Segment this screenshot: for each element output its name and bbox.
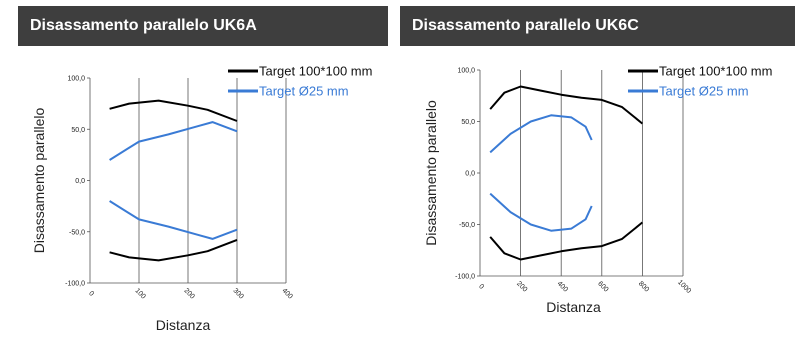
series-line (109, 238, 238, 262)
y-tick-label: -50,0 (69, 229, 85, 236)
legend-label: Target Ø25 mm (659, 84, 749, 99)
x-tick-label: 1000 (676, 279, 692, 295)
series-line (489, 221, 644, 261)
chart-uk6c: 100,0 50,0 0,0 -50,0 -100,00 200 400 600 800 1000… (423, 64, 772, 316)
legend-label: Target 100*100 mm (659, 64, 772, 79)
series-line (109, 200, 238, 240)
series-line (109, 99, 238, 122)
y-tick-label: -100,0 (455, 274, 475, 281)
x-axis-title: Distanza (156, 317, 211, 333)
chart-panel-uk6c: Disassamento parallelo UK6C 100,0 50,0 0,0… (400, 0, 795, 338)
x-tick-label: 300 (231, 287, 244, 300)
series-line (489, 114, 593, 154)
y-axis-title: Disassamento parallelo (31, 108, 47, 254)
x-tick-label: 400 (556, 280, 569, 293)
legend-label: Target Ø25 mm (259, 84, 349, 99)
series-line (109, 121, 238, 161)
x-tick-label: 100 (133, 287, 146, 300)
chart-panel-uk6a: Disassamento parallelo UK6A 100,0 50,0 0,0… (0, 0, 395, 338)
chart-uk6a: 100,0 50,0 0,0 -50,0 -100,00 100 200 300 400 Targ… (31, 64, 372, 334)
y-tick-label: 50,0 (71, 127, 85, 134)
series-line (489, 85, 644, 125)
x-axis-title: Distanza (546, 299, 601, 315)
x-tick-label: 200 (182, 287, 195, 300)
series-line (489, 192, 593, 232)
x-tick-label: 800 (637, 280, 650, 293)
y-tick-label: 0,0 (465, 171, 475, 178)
x-tick-label: 200 (515, 280, 528, 293)
y-tick-label: 50,0 (461, 119, 475, 126)
chart-title: Disassamento parallelo UK6C (400, 6, 795, 46)
y-axis-title: Disassamento parallelo (423, 100, 439, 246)
y-tick-label: -50,0 (459, 222, 475, 229)
x-tick-label: 600 (596, 280, 609, 293)
y-tick-label: 100,0 (67, 76, 85, 83)
y-tick-label: -100,0 (65, 281, 85, 288)
chart-title: Disassamento parallelo UK6A (18, 6, 388, 46)
x-tick-label: 0 (87, 290, 95, 298)
legend-label: Target 100*100 mm (259, 64, 372, 79)
x-tick-label: 0 (477, 283, 485, 291)
x-tick-label: 400 (280, 287, 293, 300)
y-tick-label: 100,0 (457, 68, 475, 75)
y-tick-label: 0,0 (75, 178, 85, 185)
